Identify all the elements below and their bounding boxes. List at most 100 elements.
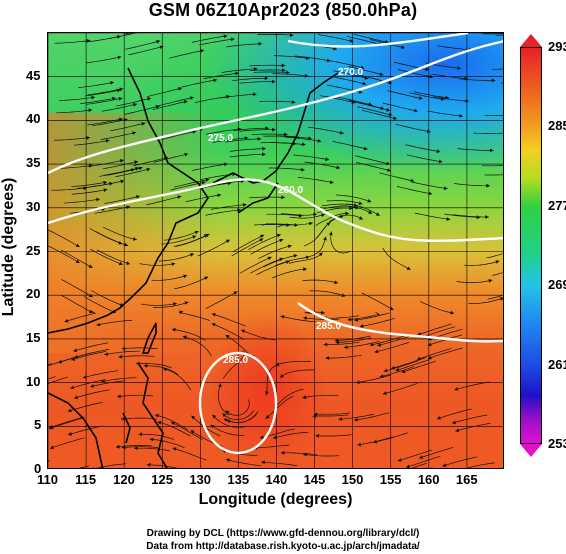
streamline-arrowhead xyxy=(442,463,447,467)
streamline-arrowhead xyxy=(282,68,286,73)
streamline-arrowhead xyxy=(104,352,109,356)
streamline-arrowhead xyxy=(336,165,341,170)
streamline xyxy=(70,379,106,389)
streamline-arrowhead xyxy=(182,335,187,340)
streamline-arrowhead xyxy=(117,88,121,93)
streamline xyxy=(285,136,322,142)
streamline-arrowhead xyxy=(358,90,363,94)
streamline-arrowhead xyxy=(309,221,313,226)
streamline xyxy=(211,313,246,327)
x-tick-label: 135 xyxy=(227,472,250,487)
streamline xyxy=(174,276,209,290)
streamline-arrowhead xyxy=(86,39,91,43)
contour-label: 285.0 xyxy=(316,321,341,332)
streamline-arrowhead xyxy=(329,180,334,184)
streamline-arrowhead xyxy=(383,368,388,373)
streamline-arrowhead xyxy=(103,188,108,192)
streamline xyxy=(222,410,254,420)
streamline xyxy=(87,118,123,126)
streamline xyxy=(332,141,368,150)
x-tick-label: 155 xyxy=(379,472,402,487)
streamline-arrowhead xyxy=(126,205,130,210)
streamline-arrowhead xyxy=(88,264,93,268)
streamline xyxy=(409,92,445,100)
streamline xyxy=(361,292,394,311)
streamline xyxy=(248,234,281,251)
streamline-arrowhead xyxy=(289,33,294,37)
contour-labels: 275.0 280.0 285.0 285.0 270.0 xyxy=(208,67,363,366)
streamline-arrowhead xyxy=(230,37,235,42)
streamline-arrowhead xyxy=(281,63,286,68)
streamline xyxy=(158,253,195,262)
streamline xyxy=(420,326,456,338)
streamline xyxy=(347,311,381,321)
streamline xyxy=(141,302,177,306)
streamline xyxy=(121,417,158,420)
streamline xyxy=(91,290,125,307)
streamline xyxy=(303,317,340,320)
streamline xyxy=(418,446,454,459)
streamline xyxy=(100,132,137,140)
streamline xyxy=(249,64,286,67)
x-axis-label: Longitude (degrees) xyxy=(198,491,353,508)
streamline-arrowhead xyxy=(118,354,123,359)
streamline-arrowhead xyxy=(156,39,161,44)
streamline xyxy=(280,452,317,455)
streamline-arrowhead xyxy=(119,159,124,163)
streamline xyxy=(248,196,285,199)
streamline-arrowhead xyxy=(446,217,451,221)
streamline xyxy=(239,256,272,274)
streamline-arrowhead xyxy=(359,324,364,328)
streamline-arrowhead xyxy=(291,100,296,104)
streamline xyxy=(427,347,463,360)
streamline xyxy=(48,376,68,384)
streamline-arrowhead xyxy=(157,420,162,425)
streamline xyxy=(210,424,245,436)
streamline xyxy=(110,122,146,132)
streamline xyxy=(329,214,364,222)
streamline xyxy=(354,312,390,321)
streamline xyxy=(323,341,360,345)
streamline-arrowhead xyxy=(490,148,494,153)
streamline-arrowhead xyxy=(120,179,125,184)
streamline-arrowhead xyxy=(118,97,123,101)
streamline-arrowhead xyxy=(427,342,432,347)
streamline-arrowhead xyxy=(379,72,384,76)
streamline-arrowhead xyxy=(457,66,461,70)
streamline xyxy=(232,77,269,82)
streamline-arrowhead xyxy=(201,180,206,185)
streamline-arrowhead xyxy=(96,197,100,202)
x-tick-label: 150 xyxy=(341,472,364,487)
streamline xyxy=(412,181,448,190)
streamline xyxy=(133,156,169,167)
streamline-arrowhead xyxy=(321,310,325,315)
lat-lon-grid xyxy=(48,33,503,468)
streamline-arrowhead xyxy=(345,211,349,216)
streamline xyxy=(71,181,108,188)
streamline-arrowhead xyxy=(325,157,329,162)
streamline xyxy=(194,95,231,103)
streamline xyxy=(185,194,222,203)
streamline-arrowhead xyxy=(179,310,184,315)
streamline-arrowhead xyxy=(313,212,317,217)
streamline xyxy=(301,236,327,259)
streamline xyxy=(100,377,137,383)
streamline-arrowhead xyxy=(358,216,363,220)
streamline xyxy=(104,350,141,356)
streamline-arrowhead xyxy=(82,375,87,379)
streamline xyxy=(335,337,372,343)
streamline xyxy=(58,352,93,364)
y-tick-label: 45 xyxy=(26,67,41,83)
streamline-arrowhead xyxy=(233,291,238,295)
streamline-arrowhead xyxy=(491,78,496,83)
streamline xyxy=(492,272,503,276)
coast-korea-china xyxy=(48,67,209,334)
streamline-arrowhead xyxy=(205,178,210,182)
streamline xyxy=(302,395,339,399)
streamline xyxy=(136,363,172,369)
colorbar-tick-label: 261 xyxy=(548,356,566,372)
streamline-arrowhead xyxy=(75,259,80,263)
streamline-arrowhead xyxy=(132,237,137,241)
streamline xyxy=(153,153,189,163)
streamline xyxy=(326,200,363,205)
